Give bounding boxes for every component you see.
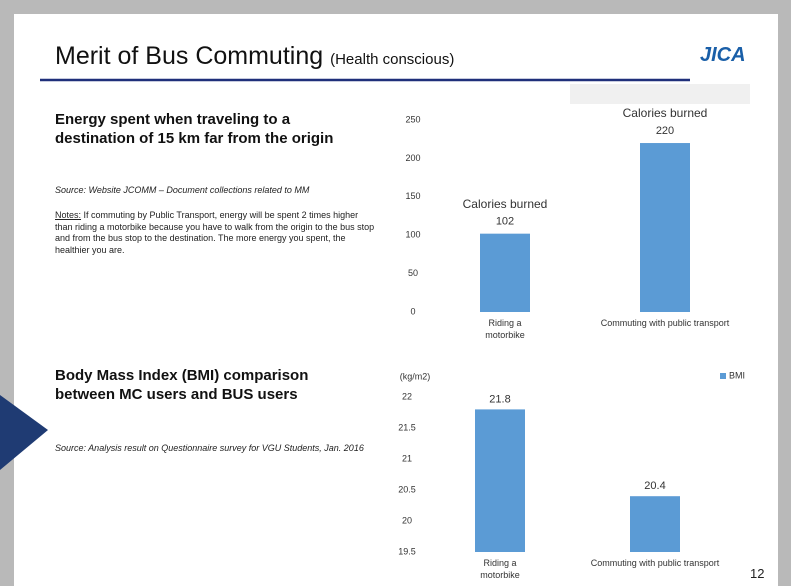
section-notes: Notes: If commuting by Public Transport,… xyxy=(55,210,375,256)
header-band xyxy=(570,84,750,104)
data-label: 20.4 xyxy=(644,480,665,492)
bar xyxy=(475,409,525,552)
logo: JICA xyxy=(700,44,746,66)
y-tick-label: 22 xyxy=(402,391,412,401)
bar-annotation: Calories burned xyxy=(623,106,708,120)
section-heading: Energy spent when traveling to a destina… xyxy=(55,111,334,147)
y-tick-label: 0 xyxy=(410,306,415,316)
bar xyxy=(640,143,690,312)
arrow xyxy=(0,395,48,470)
y-tick-label: 20 xyxy=(402,515,412,525)
y-tick-label: 20.5 xyxy=(398,484,416,494)
bar xyxy=(630,496,680,552)
y-tick-label: 19.5 xyxy=(398,546,416,556)
y-tick-label: 50 xyxy=(408,268,418,278)
section-source: Source: Website JCOMM – Document collect… xyxy=(55,185,310,195)
bar-annotation: Calories burned xyxy=(463,197,548,211)
y-tick-label: 21 xyxy=(402,453,412,463)
legend-swatch xyxy=(720,373,726,379)
section-source: Source: Analysis result on Questionnaire… xyxy=(55,443,364,453)
title: Merit of Bus Commuting xyxy=(55,42,324,70)
y-tick-label: 250 xyxy=(405,114,420,124)
y-tick-label: 21.5 xyxy=(398,422,416,432)
data-label: 220 xyxy=(656,125,674,137)
x-tick-label: Commuting with public transport xyxy=(600,318,730,328)
x-tick-label: Riding a motorbike xyxy=(480,558,520,580)
section-heading: Body Mass Index (BMI) comparison between… xyxy=(55,367,309,403)
title-block: Merit of Bus Commuting (Health conscious… xyxy=(55,42,454,71)
bar xyxy=(480,233,530,312)
y-tick-label: 100 xyxy=(405,230,420,240)
legend-label: BMI xyxy=(729,370,745,380)
y-axis-label: (kg/m2) xyxy=(400,371,431,381)
page-number: 12 xyxy=(750,566,765,581)
y-tick-label: 200 xyxy=(405,153,420,163)
notes-text: If commuting by Public Transport, energy… xyxy=(55,210,375,255)
subtitle: (Health conscious) xyxy=(330,51,455,68)
x-tick-label: Commuting with public transport xyxy=(590,558,720,568)
y-tick-label: 150 xyxy=(405,191,420,201)
x-tick-label: Riding a motorbike xyxy=(485,318,525,340)
data-label: 102 xyxy=(496,216,514,228)
notes-label: Notes: xyxy=(55,210,82,220)
data-label: 21.8 xyxy=(489,393,510,405)
